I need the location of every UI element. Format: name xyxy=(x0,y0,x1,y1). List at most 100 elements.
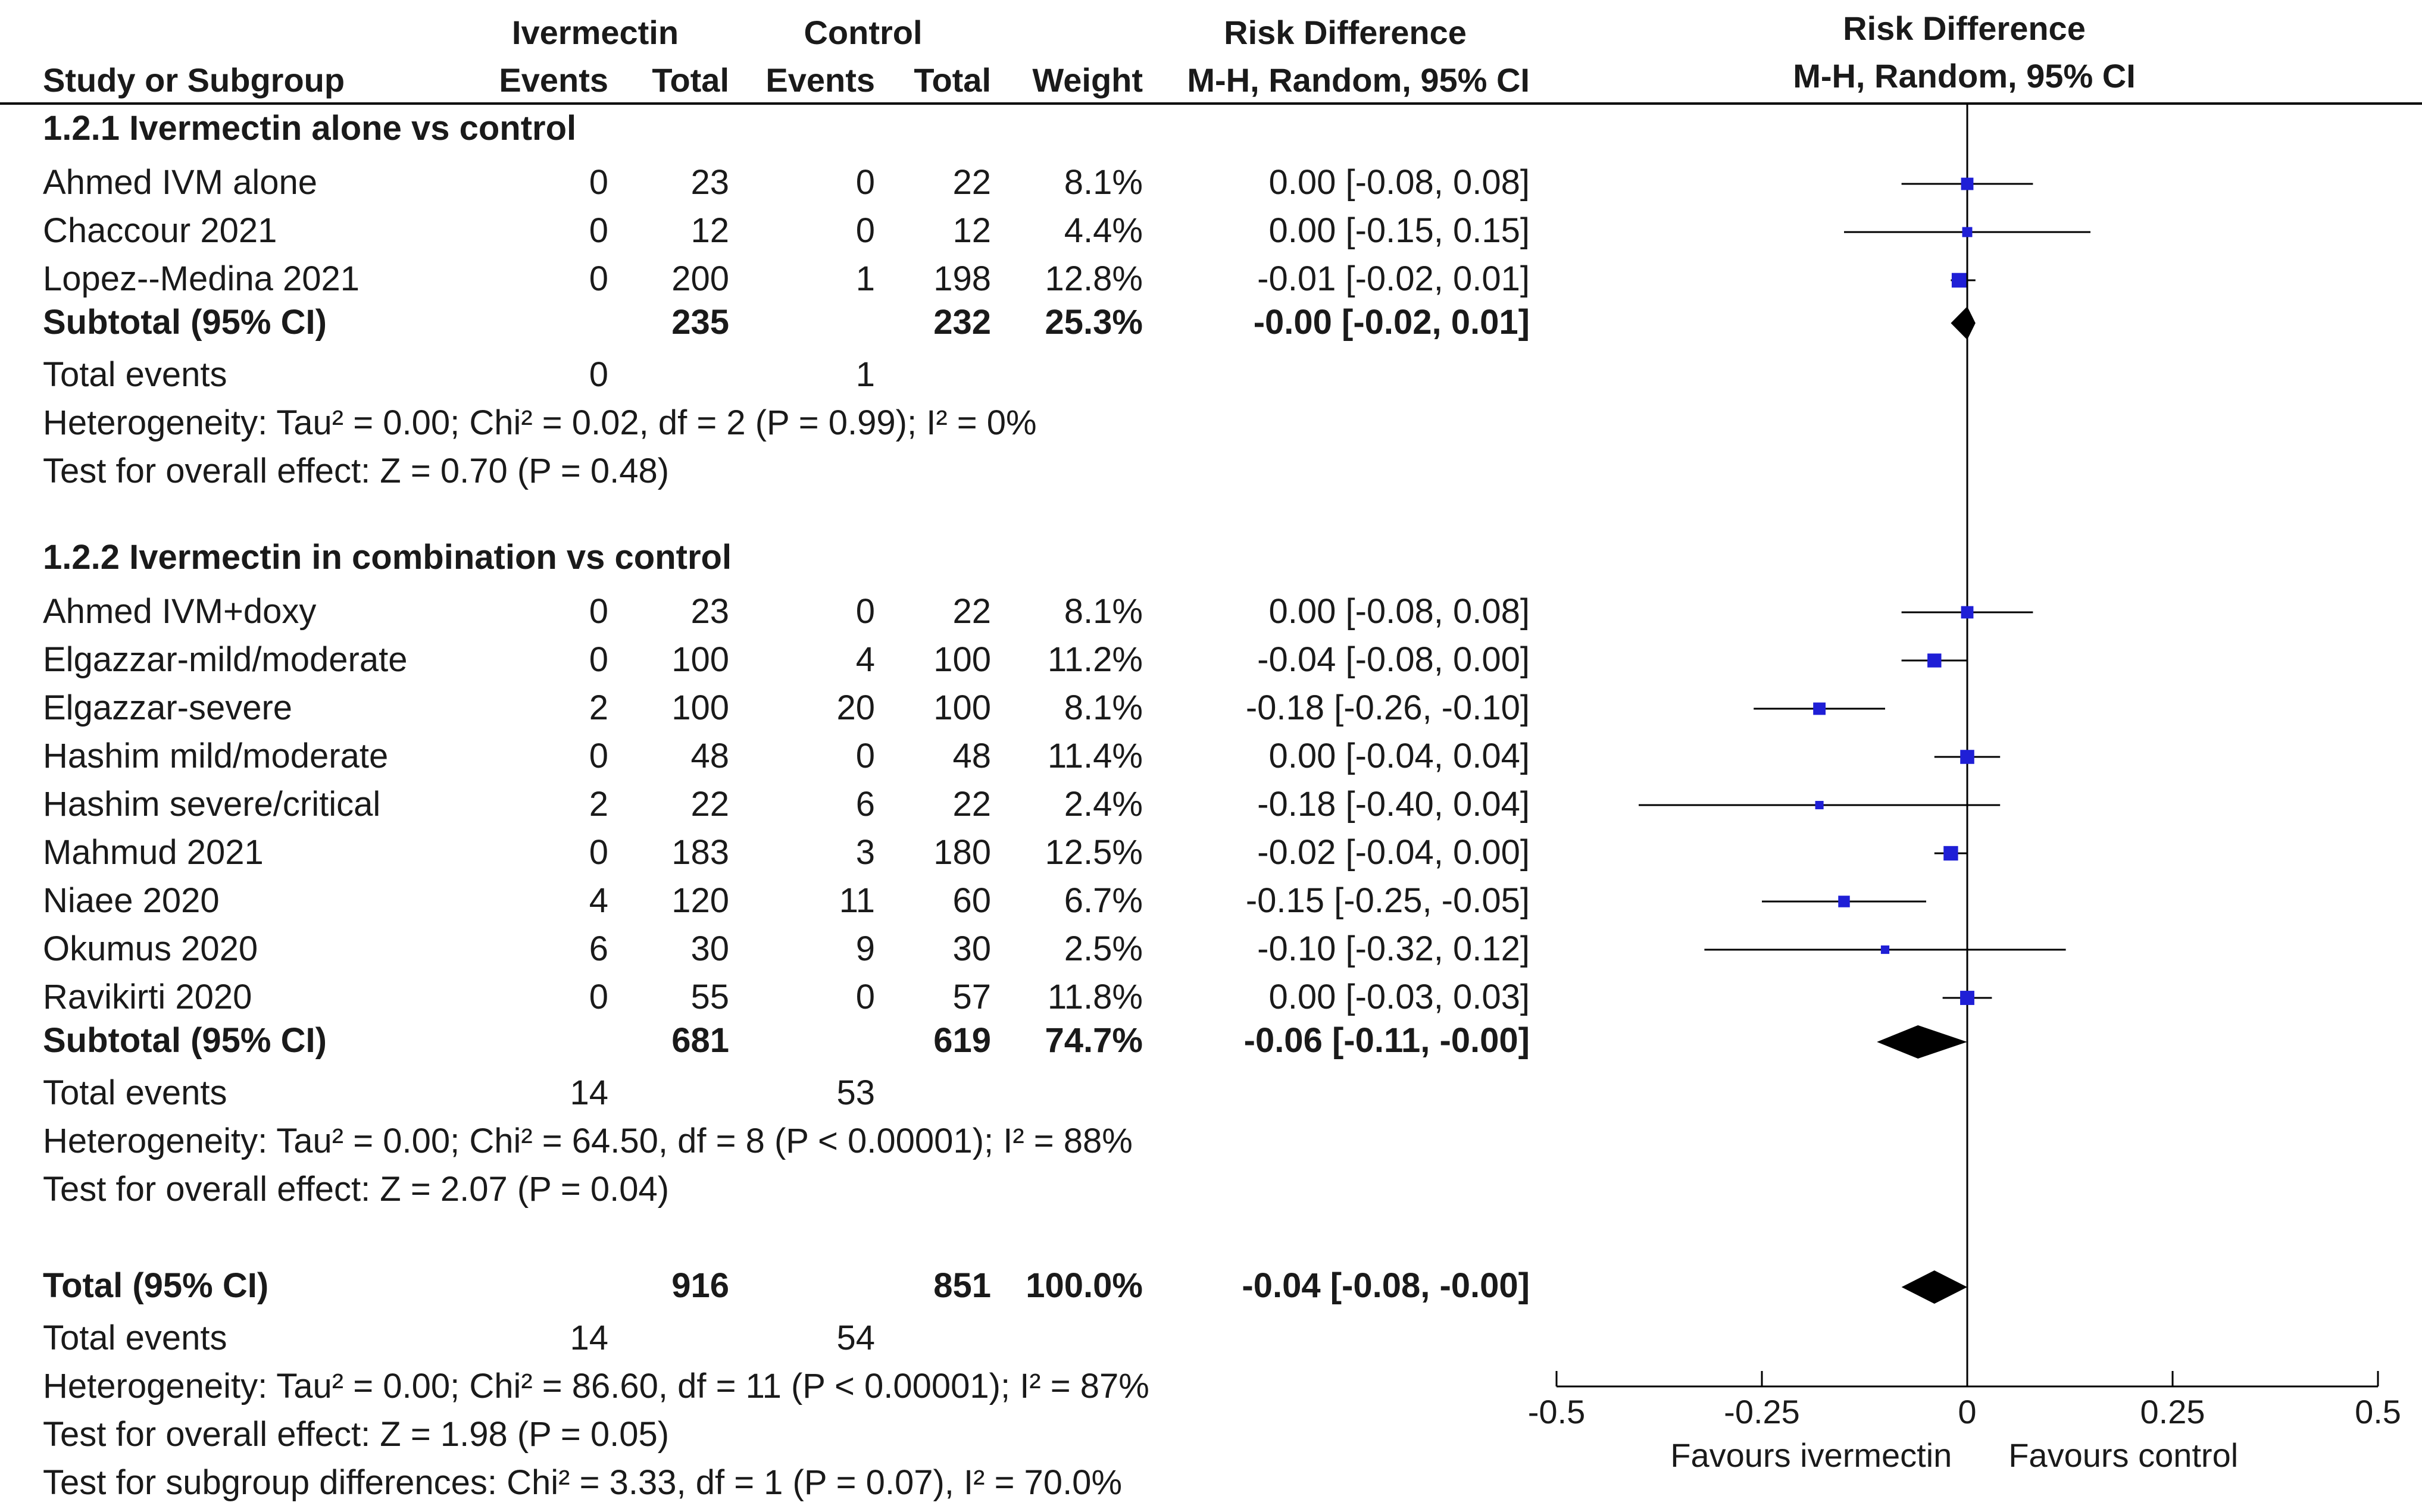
cell-w xyxy=(1000,351,1143,399)
statistics-text: Heterogeneity: Tau² = 0.00; Chi² = 0.02,… xyxy=(43,403,1037,442)
cell-e1: 14 xyxy=(570,1319,608,1357)
cell-e1: 0 xyxy=(589,833,608,872)
study-label: Ahmed IVM+doxy xyxy=(43,592,317,631)
x-tick-label: 0.5 xyxy=(2355,1393,2401,1430)
cell-e2 xyxy=(744,1262,875,1310)
cell-e2: 1 xyxy=(855,259,875,298)
cell-w: 8.1% xyxy=(1064,163,1143,202)
cell-t2: 232 xyxy=(933,303,991,342)
study-marker xyxy=(1927,653,1942,668)
table-row: Elgazzar-mild/moderate 0 100 4 100 11.2% -0.04… xyxy=(0,636,1560,684)
cell-e2: 0 xyxy=(855,737,875,775)
subtotal-row: Subtotal (95% CI) 681 619 74.7% -0.06 [-0.11… xyxy=(0,1017,1560,1065)
cell-ci: -0.18 [-0.40, 0.04] xyxy=(1257,785,1530,824)
plot-title: Risk Difference xyxy=(1843,10,2086,47)
study-marker xyxy=(1961,606,1974,619)
cell-w: 100.0% xyxy=(1026,1266,1143,1305)
cell-t1: 916 xyxy=(671,1266,729,1305)
text-row: Heterogeneity: Tau² = 0.00; Chi² = 86.60… xyxy=(0,1363,1560,1410)
subtotal-row: Total (95% CI) 916 851 100.0% -0.04 [-0.08, … xyxy=(0,1262,1560,1310)
cell-e1: 0 xyxy=(589,355,608,394)
pooled-diamond xyxy=(1951,306,1976,340)
cell-e2: 20 xyxy=(836,688,875,727)
cell-e2: 54 xyxy=(836,1319,875,1357)
statistics-text: Test for subgroup differences: Chi² = 3.… xyxy=(43,1463,1123,1502)
cell-ci: -0.02 [-0.04, 0.00] xyxy=(1257,833,1530,872)
cell-e1: 2 xyxy=(589,688,608,727)
cell-e1: 2 xyxy=(589,785,608,824)
control-events-header: Events xyxy=(765,61,875,99)
pooled-diamond xyxy=(1877,1025,1967,1059)
cell-t1: 100 xyxy=(671,640,729,679)
table-row: Chaccour 2021 0 12 0 12 4.4% 0.00 [-0.15, 0.15… xyxy=(0,207,1560,255)
events-row: Total events 14 53 xyxy=(0,1069,1560,1117)
study-marker xyxy=(1813,702,1826,715)
cell-ci: -0.10 [-0.32, 0.12] xyxy=(1257,929,1530,968)
cell-ci: -0.15 [-0.25, -0.05] xyxy=(1245,881,1530,920)
text-row: Test for overall effect: Z = 1.98 (P = 0… xyxy=(0,1411,1560,1458)
cell-e2: 6 xyxy=(855,785,875,824)
study-marker xyxy=(1960,991,1974,1005)
cell-t1: 235 xyxy=(671,303,729,342)
cell-t2: 180 xyxy=(933,833,991,872)
study-label: Elgazzar-severe xyxy=(43,688,293,727)
table-row: Okumus 2020 6 30 9 30 2.5% -0.10 [-0.32, 0.12] xyxy=(0,925,1560,973)
study-marker xyxy=(1962,227,1973,237)
cell-t2: 619 xyxy=(933,1021,991,1060)
cell-e2: 0 xyxy=(855,592,875,631)
cell-w xyxy=(1000,1314,1143,1362)
cell-t1 xyxy=(619,1069,729,1117)
cell-e1 xyxy=(476,1017,608,1065)
table-row: Hashim severe/critical 2 22 6 22 2.4% -0.18 [-… xyxy=(0,781,1560,828)
cell-t1: 183 xyxy=(671,833,729,872)
ivermectin-group-header: Ivermectin xyxy=(511,14,679,51)
cell-w: 2.4% xyxy=(1064,785,1143,824)
subtotal-row: Subtotal (95% CI) 235 232 25.3% -0.00 [-0.02… xyxy=(0,299,1560,346)
study-label: Total events xyxy=(43,355,227,394)
statistics-text: Test for overall effect: Z = 0.70 (P = 0… xyxy=(43,452,670,490)
method-header: M-H, Random, 95% CI xyxy=(1187,61,1530,99)
effect-column-header: Risk Difference xyxy=(1224,14,1467,51)
study-label: Elgazzar-mild/moderate xyxy=(43,640,408,679)
cell-t1 xyxy=(619,351,729,399)
cell-e1: 0 xyxy=(589,211,608,250)
cell-w: 11.4% xyxy=(1047,737,1143,775)
cell-e2: 0 xyxy=(855,978,875,1016)
ivermectin-events-header: Events xyxy=(499,61,608,99)
cell-e1: 4 xyxy=(589,881,608,920)
cell-t1: 22 xyxy=(690,785,729,824)
x-tick-label: 0 xyxy=(1958,1393,1976,1430)
cell-e2: 0 xyxy=(855,211,875,250)
study-label: Total events xyxy=(43,1073,227,1112)
favours-ivermectin-label: Favours ivermectin xyxy=(1670,1436,1952,1474)
study-label: Ravikirti 2020 xyxy=(43,978,252,1016)
cell-ci: 0.00 [-0.15, 0.15] xyxy=(1268,211,1530,250)
cell-ci: -0.18 [-0.26, -0.10] xyxy=(1245,688,1530,727)
cell-t2: 22 xyxy=(952,785,991,824)
study-label: Mahmud 2021 xyxy=(43,833,264,872)
study-marker xyxy=(1960,750,1974,764)
cell-t2: 22 xyxy=(952,163,991,202)
study-marker xyxy=(1880,945,1890,954)
cell-e1: 0 xyxy=(589,592,608,631)
cell-t1: 100 xyxy=(671,688,729,727)
table-row: Elgazzar-severe 2 100 20 100 8.1% -0.18 [-0.26… xyxy=(0,684,1560,732)
cell-ci xyxy=(1149,1314,1530,1362)
cell-t1: 681 xyxy=(671,1021,729,1060)
cell-w: 12.8% xyxy=(1045,259,1143,298)
subgroup-title: 1.2.2 Ivermectin in combination vs contr… xyxy=(43,538,732,577)
cell-w: 12.5% xyxy=(1045,833,1143,872)
cell-w xyxy=(1000,1069,1143,1117)
study-marker xyxy=(1838,896,1850,907)
cell-t2: 12 xyxy=(952,211,991,250)
cell-e2: 4 xyxy=(855,640,875,679)
study-label: Lopez--Medina 2021 xyxy=(43,259,360,298)
cell-e2: 11 xyxy=(839,881,875,920)
cell-w: 8.1% xyxy=(1064,688,1143,727)
cell-t2: 30 xyxy=(952,929,991,968)
cell-e2 xyxy=(744,299,875,346)
study-marker xyxy=(1943,846,1958,861)
cell-t2: 100 xyxy=(933,688,991,727)
statistics-text: Test for overall effect: Z = 2.07 (P = 0… xyxy=(43,1170,670,1209)
